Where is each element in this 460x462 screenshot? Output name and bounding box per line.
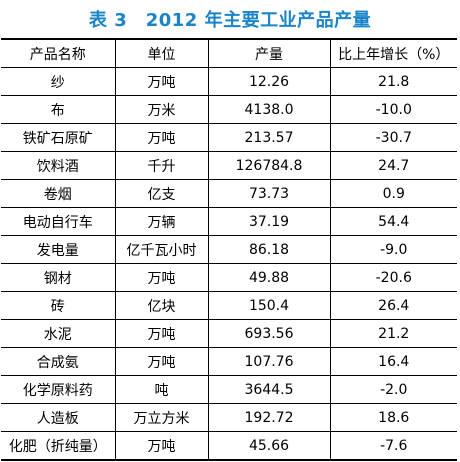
table-row: 卷烟 亿支 73.73 0.9 [1,179,457,208]
unit-cell: 千升 [114,151,208,180]
output-cell: 107.76 [207,347,330,376]
growth-cell: 54.4 [329,207,457,236]
growth-cell: 26.4 [329,291,457,320]
product-name-cell: 电动自行车 [1,207,115,236]
product-name-cell: 砖 [1,291,115,320]
output-cell: 49.88 [207,263,330,292]
table-row: 化肥（折纯量） 万吨 45.66 -7.6 [1,431,457,461]
product-name-cell: 发电量 [1,235,115,264]
output-cell: 37.19 [207,207,330,236]
column-header-output: 产量 [207,38,330,68]
growth-cell: 18.6 [329,403,457,432]
growth-cell: -7.6 [329,431,457,461]
unit-cell: 吨 [114,375,208,404]
unit-cell: 亿支 [114,179,208,208]
header-row: 产品名称 单位 产量 比上年增长（%） [1,38,457,68]
column-header-growth: 比上年增长（%） [329,38,457,68]
table-row: 人造板 万立方米 192.72 18.6 [1,403,457,432]
output-cell: 45.66 [207,431,330,461]
output-cell: 73.73 [207,179,330,208]
table-row: 饮料酒 千升 126784.8 24.7 [1,151,457,180]
output-cell: 4138.0 [207,95,330,124]
growth-cell: -2.0 [329,375,457,404]
unit-cell: 万吨 [114,319,208,348]
table-row: 电动自行车 万辆 37.19 54.4 [1,207,457,236]
table-body: 纱万吨 12.26 21.8 布万米 4138.0 -10.0 铁矿石原矿 万吨 213.57-… [1,67,457,461]
output-cell: 3644.5 [207,375,330,404]
unit-cell: 万吨 [114,431,208,461]
output-cell: 12.26 [207,67,330,96]
unit-cell: 万吨 [114,347,208,376]
product-name-cell: 化学原料药 [1,375,115,404]
output-cell: 192.72 [207,403,330,432]
product-name-cell: 水泥 [1,319,115,348]
unit-cell: 万立方米 [114,403,208,432]
column-header-product: 产品名称 [1,38,115,68]
product-name-cell: 纱 [1,67,115,96]
product-name-cell: 合成氨 [1,347,115,376]
unit-cell: 万吨 [114,123,208,152]
column-header-unit: 单位 [114,38,208,68]
table-row: 布万米 4138.0 -10.0 [1,95,457,124]
product-name-cell: 布 [1,95,115,124]
product-name-cell: 饮料酒 [1,151,115,180]
output-cell: 693.56 [207,319,330,348]
unit-cell: 万吨 [114,263,208,292]
output-cell: 213.57 [207,123,330,152]
unit-cell: 万米 [114,95,208,124]
table-row: 水泥 万吨 693.56 21.2 [1,319,457,348]
product-name-cell: 化肥（折纯量） [1,431,115,461]
growth-cell: -20.6 [329,263,457,292]
growth-cell: 24.7 [329,151,457,180]
unit-cell: 万辆 [114,207,208,236]
product-name-cell: 人造板 [1,403,115,432]
growth-cell: 16.4 [329,347,457,376]
output-cell: 126784.8 [207,151,330,180]
table-row: 纱万吨 12.26 21.8 [1,67,457,96]
unit-cell: 亿千瓦小时 [114,235,208,264]
table-row: 钢材 万吨 49.88 -20.6 [1,263,457,292]
table-row: 砖亿块 150.4 26.4 [1,291,457,320]
product-name-cell: 钢材 [1,263,115,292]
growth-cell: -30.7 [329,123,457,152]
growth-cell: -10.0 [329,95,457,124]
growth-cell: -9.0 [329,235,457,264]
table-row: 发电量 亿千瓦小时 86.18 -9.0 [1,235,457,264]
table-row: 铁矿石原矿 万吨 213.57 -30.7 [1,123,457,152]
output-cell: 150.4 [207,291,330,320]
product-name-cell: 卷烟 [1,179,115,208]
table-title: 表 3 2012 年主要工业产品产量 [88,10,372,31]
output-cell: 86.18 [207,235,330,264]
product-name-cell: 铁矿石原矿 [1,123,115,152]
unit-cell: 万吨 [114,67,208,96]
table-row: 化学原料药吨 3644.5 -2.0 [1,375,457,404]
growth-cell: 21.2 [329,319,457,348]
table-row: 合成氨 万吨 107.76 16.4 [1,347,457,376]
industrial-output-table: 产品名称 单位 产量 比上年增长（%） 纱万吨 12.26 21.8 布万米 4138.… [1,38,457,461]
unit-cell: 亿块 [114,291,208,320]
growth-cell: 21.8 [329,67,457,96]
growth-cell: 0.9 [329,179,457,208]
